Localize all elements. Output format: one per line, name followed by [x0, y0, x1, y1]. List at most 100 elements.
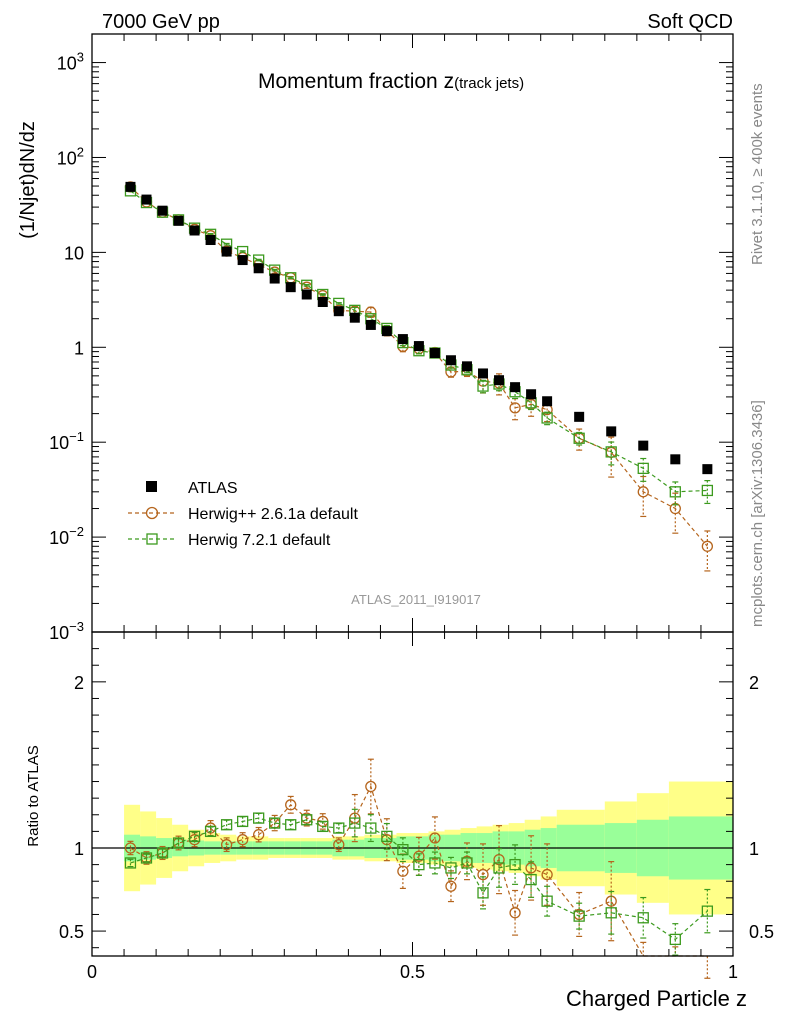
main-y-tick-label: 102 — [57, 144, 84, 168]
main-title-sub: (track jets) — [454, 75, 524, 92]
herwig7-marker — [525, 873, 537, 886]
herwig7-marker — [509, 858, 521, 871]
legend-marker-atlas — [146, 481, 157, 492]
atlas-marker — [189, 225, 200, 236]
herwigpp-marker — [541, 868, 553, 881]
tick-base: 10 — [57, 54, 77, 74]
herwig7-marker — [124, 857, 137, 869]
herwigpp-marker — [397, 865, 409, 877]
legend-marker-herwig7 — [146, 533, 158, 545]
atlas-marker — [510, 382, 521, 393]
atlas-marker — [349, 312, 360, 323]
atlas-marker — [365, 319, 376, 330]
herwig7-marker — [477, 887, 489, 899]
herwig7-marker — [429, 857, 441, 869]
herwig7-marker — [220, 819, 233, 831]
tick-base: 10 — [57, 148, 77, 168]
ratio-y-tick-label-right: 1 — [749, 839, 759, 859]
herwig7-marker — [204, 825, 217, 838]
herwig7-marker — [236, 815, 249, 828]
atlas-marker — [285, 282, 296, 293]
legend-label-herwigpp: Herwig++ 2.6.1a default — [188, 506, 358, 523]
ratio-y-tick-label-left: 0.5 — [59, 922, 84, 942]
main-y-tick-label: 10−2 — [49, 524, 84, 548]
herwig7-marker — [397, 844, 409, 856]
tick-base: 10 — [49, 623, 69, 643]
herwig7-marker — [188, 830, 201, 843]
atlas-marker — [542, 396, 553, 407]
herwig7-marker — [413, 858, 425, 871]
herwig7-marker — [253, 812, 265, 824]
herwigpp-marker — [701, 540, 714, 552]
herwig7-marker — [317, 820, 329, 833]
atlas-marker — [317, 297, 328, 308]
herwig7-marker — [365, 822, 377, 834]
atlas-marker — [574, 411, 585, 422]
atlas-marker — [237, 255, 248, 266]
herwig7-marker — [333, 822, 345, 834]
herwigpp-marker — [477, 868, 489, 881]
atlas-marker — [221, 246, 232, 257]
process-label: Soft QCD — [647, 11, 733, 33]
main-band-layer — [124, 181, 714, 572]
main-y-tick-label: 10−1 — [49, 429, 84, 453]
herwig7-marker — [669, 486, 681, 498]
herwigpp-series-line — [130, 784, 708, 957]
energy-label: 7000 GeV pp — [102, 11, 220, 33]
herwigpp-marker — [509, 907, 521, 919]
atlas-marker — [413, 341, 424, 352]
atlas-marker — [397, 334, 408, 345]
main-title-z: z — [444, 70, 455, 93]
herwig7-marker — [493, 862, 505, 874]
herwig7-marker — [285, 819, 297, 831]
atlas-marker — [526, 389, 537, 400]
herwigpp-marker — [637, 486, 649, 498]
ratio-y-tick-label-left: 1 — [74, 839, 84, 859]
atlas-marker — [253, 263, 264, 274]
herwig7-marker — [269, 817, 281, 829]
atlas-marker — [702, 464, 713, 475]
herwig7-series-line — [130, 817, 708, 941]
herwig7-marker — [445, 862, 457, 874]
main-title-text: Momentum fraction — [258, 70, 444, 93]
main-y-label: (1/Njet)dN/dz — [17, 121, 39, 239]
herwig7-marker — [172, 837, 185, 849]
main-y-tick-label: 1 — [74, 338, 84, 358]
herwig7-marker — [701, 905, 714, 917]
main-y-tick-label: 10−3 — [49, 619, 84, 643]
analysis-label: ATLAS_2011_I919017 — [351, 592, 481, 607]
tick-exponent: −1 — [69, 429, 84, 444]
herwig7-marker — [573, 432, 585, 444]
herwig7-marker — [701, 484, 714, 497]
herwigpp-marker — [236, 834, 249, 846]
herwig7-marker — [573, 910, 585, 922]
herwigpp-marker — [429, 832, 441, 844]
tick-exponent: 3 — [77, 50, 84, 65]
atlas-marker — [461, 361, 472, 372]
ratio-data-layer — [124, 758, 714, 979]
herwig7-marker — [541, 895, 553, 907]
herwigpp-marker — [445, 880, 457, 892]
ratio-band-layer — [92, 781, 733, 915]
herwigpp-marker — [220, 839, 233, 851]
herwigpp-marker — [333, 839, 345, 851]
herwig7-marker — [669, 933, 681, 946]
atlas-marker — [429, 348, 440, 359]
main-y-tick-label: 10 — [64, 243, 84, 263]
herwig7-marker — [605, 907, 617, 919]
atlas-marker — [670, 454, 681, 465]
atlas-marker — [173, 215, 184, 226]
mcplots-label: mcplots.cern.ch [arXiv:1306.3436] — [749, 400, 766, 627]
herwig7-marker — [349, 817, 361, 829]
atlas-marker — [157, 205, 168, 216]
tick-base: 10 — [49, 528, 69, 548]
tick-exponent: 2 — [77, 144, 84, 159]
ratio-y-tick-label-left: 2 — [74, 673, 84, 693]
herwig7-marker — [637, 912, 649, 924]
x-tick-label: 0 — [87, 962, 97, 982]
herwig7-marker — [140, 852, 153, 864]
herwig7-marker — [381, 830, 393, 843]
herwig7-marker — [301, 814, 313, 826]
